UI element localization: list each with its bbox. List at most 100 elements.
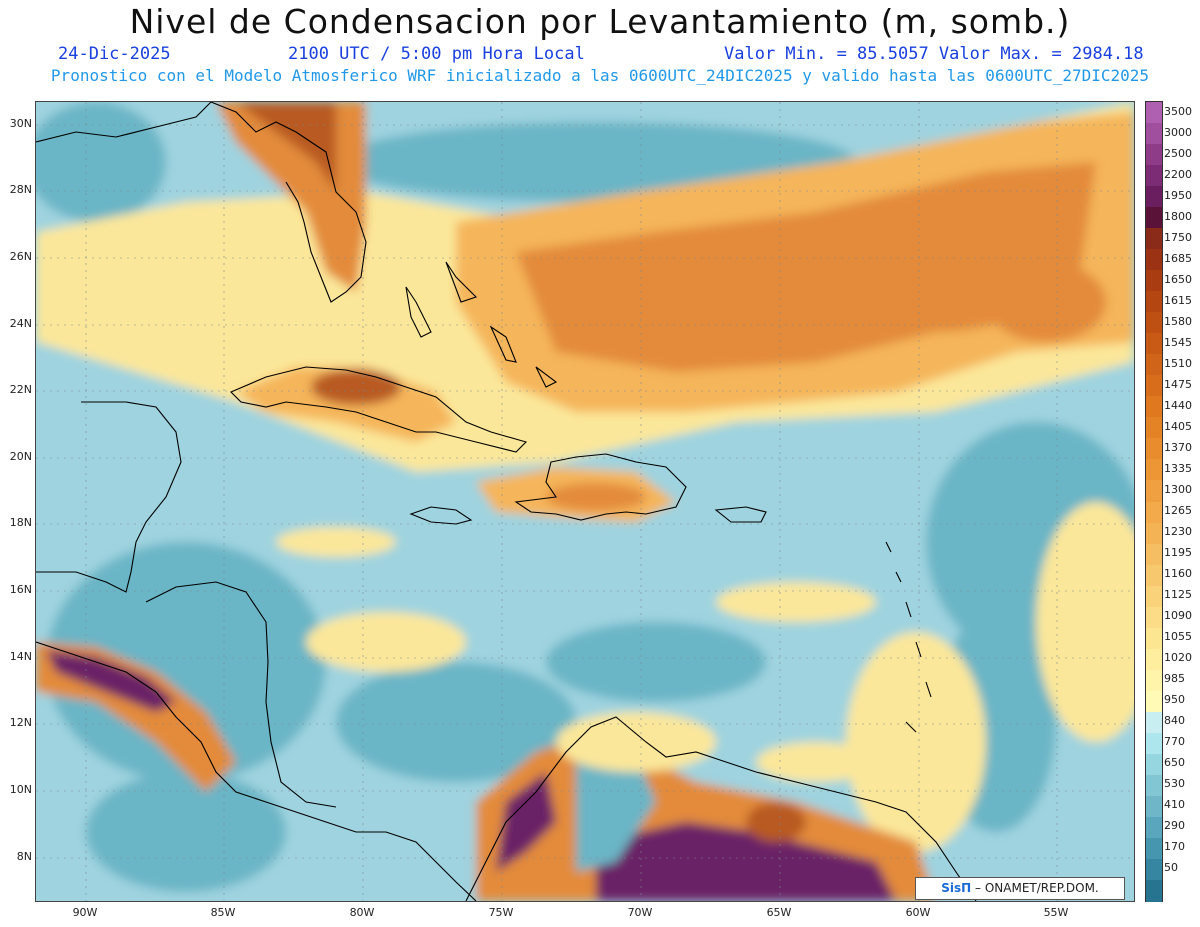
lat-label: 26N [9, 250, 32, 263]
field-area [556, 712, 716, 772]
field-area [596, 822, 896, 901]
colorbar-label: 1950 [1164, 188, 1192, 202]
colorbar [1145, 101, 1163, 902]
florida-coast [210, 102, 367, 303]
colorbar-label: 1750 [1164, 230, 1192, 244]
gulf-coast [36, 102, 212, 143]
colorbar-swatch [1146, 291, 1162, 313]
colorbar-label: 530 [1164, 777, 1185, 791]
lon-label: 60W [905, 906, 931, 919]
colorbar-label: 1405 [1164, 419, 1192, 433]
lat-label: 18N [9, 516, 32, 529]
credit-box: SisΠ – ONAMET/REP.DOM. [915, 877, 1125, 900]
colorbar-swatch [1146, 186, 1162, 208]
colorbar-label: 2500 [1164, 146, 1192, 160]
colorbar-label: 1195 [1164, 546, 1192, 560]
colorbar-swatch [1146, 375, 1162, 397]
colorbar-swatch [1146, 669, 1162, 692]
colorbar-swatch [1146, 228, 1162, 250]
colorbar-label: 290 [1164, 819, 1185, 833]
colorbar-label: 1160 [1164, 567, 1192, 581]
colorbar-label: 1650 [1164, 272, 1192, 286]
jamaica-coast [409, 506, 473, 525]
colorbar-swatch [1146, 522, 1162, 545]
central-america-coast [36, 641, 477, 901]
colorbar-label: 1510 [1164, 356, 1192, 370]
field-area [36, 102, 166, 222]
field-area [496, 772, 556, 872]
colorbar-swatch [1146, 564, 1162, 587]
lat-label: 22N [9, 383, 32, 396]
colorbar-swatch [1146, 354, 1162, 376]
field-area [756, 742, 876, 782]
colorbar-swatch [1146, 606, 1162, 629]
min-max-values: Valor Min. = 85.5057 Valor Max. = 2984.1… [724, 44, 1144, 64]
lon-label: 55W [1043, 906, 1069, 919]
colorbar-label: 650 [1164, 756, 1185, 770]
colorbar-swatch [1146, 690, 1162, 713]
lesser-antilles [885, 541, 932, 733]
field-area [311, 369, 401, 405]
colorbar-label: 950 [1164, 693, 1185, 707]
colorbar-swatch [1146, 585, 1162, 608]
field-area [46, 542, 326, 782]
colorbar-swatch [1146, 144, 1162, 166]
colorbar-swatch [1146, 753, 1162, 776]
forecast-time: 2100 UTC / 5:00 pm Hora Local [288, 44, 585, 64]
colorbar-swatch [1146, 123, 1162, 145]
field-area [546, 622, 766, 702]
colorbar-label: 1580 [1164, 314, 1192, 328]
lon-label: 70W [627, 906, 653, 919]
lon-label: 65W [766, 906, 792, 919]
puerto-rico-coast [714, 506, 767, 523]
colorbar-swatch [1146, 816, 1162, 839]
colorbar-swatch [1146, 459, 1162, 482]
bahamas-islands [405, 261, 558, 388]
page-title: Nivel de Condensacion por Levantamiento … [129, 2, 1071, 41]
colorbar-swatch [1146, 837, 1162, 860]
colorbar-swatch [1146, 795, 1162, 818]
colorbar-label: 1615 [1164, 293, 1192, 307]
colorbar-label: 170 [1164, 840, 1185, 854]
field-area [46, 650, 176, 712]
field-area [236, 102, 336, 192]
colorbar-label: 3000 [1164, 125, 1192, 139]
colorbar-label: 3500 [1164, 104, 1192, 118]
colorbar-label: 1475 [1164, 377, 1192, 391]
colorbar-swatch [1146, 543, 1162, 566]
colorbar-label: 2200 [1164, 167, 1192, 181]
colorbar-label: 50 [1164, 861, 1178, 875]
colorbar-swatch [1146, 438, 1162, 461]
colorbar-label: 410 [1164, 798, 1185, 812]
colorbar-label: 1265 [1164, 504, 1192, 517]
credit-text: – ONAMET/REP.DOM. [975, 881, 1099, 895]
yucatan-coast [36, 401, 182, 593]
lat-label: 8N [16, 850, 32, 863]
forecast-date: 24-Dic-2025 [58, 44, 171, 64]
south-america-coast [465, 716, 977, 901]
map-panel [35, 101, 1135, 902]
field-area [86, 772, 286, 892]
colorbar-swatch [1146, 396, 1162, 418]
model-info: Pronostico con el Modelo Atmosferico WRF… [50, 66, 1150, 85]
colorbar-swatch [1146, 879, 1162, 902]
field-area [746, 802, 806, 842]
colorbar-swatch [1146, 417, 1162, 440]
colorbar-swatch [1146, 249, 1162, 271]
colorbar-label: 1090 [1164, 609, 1192, 623]
coastlines [36, 102, 977, 901]
colorbar-label: 1370 [1164, 440, 1192, 454]
colorbar-label: 1020 [1164, 651, 1192, 665]
lat-label: 24N [9, 317, 32, 330]
colorbar-label: 1545 [1164, 335, 1192, 349]
colorbar-swatch [1146, 312, 1162, 334]
graticule [36, 102, 1134, 901]
colorbar-swatch [1146, 711, 1162, 734]
lcl-field-map [36, 102, 1134, 901]
field-area [276, 527, 396, 557]
lat-label: 12N [9, 716, 32, 729]
sispi-logo: SisΠ [941, 881, 972, 895]
lcl-shading [36, 102, 1134, 901]
field-area [306, 612, 466, 672]
colorbar-label: 1230 [1164, 525, 1192, 539]
